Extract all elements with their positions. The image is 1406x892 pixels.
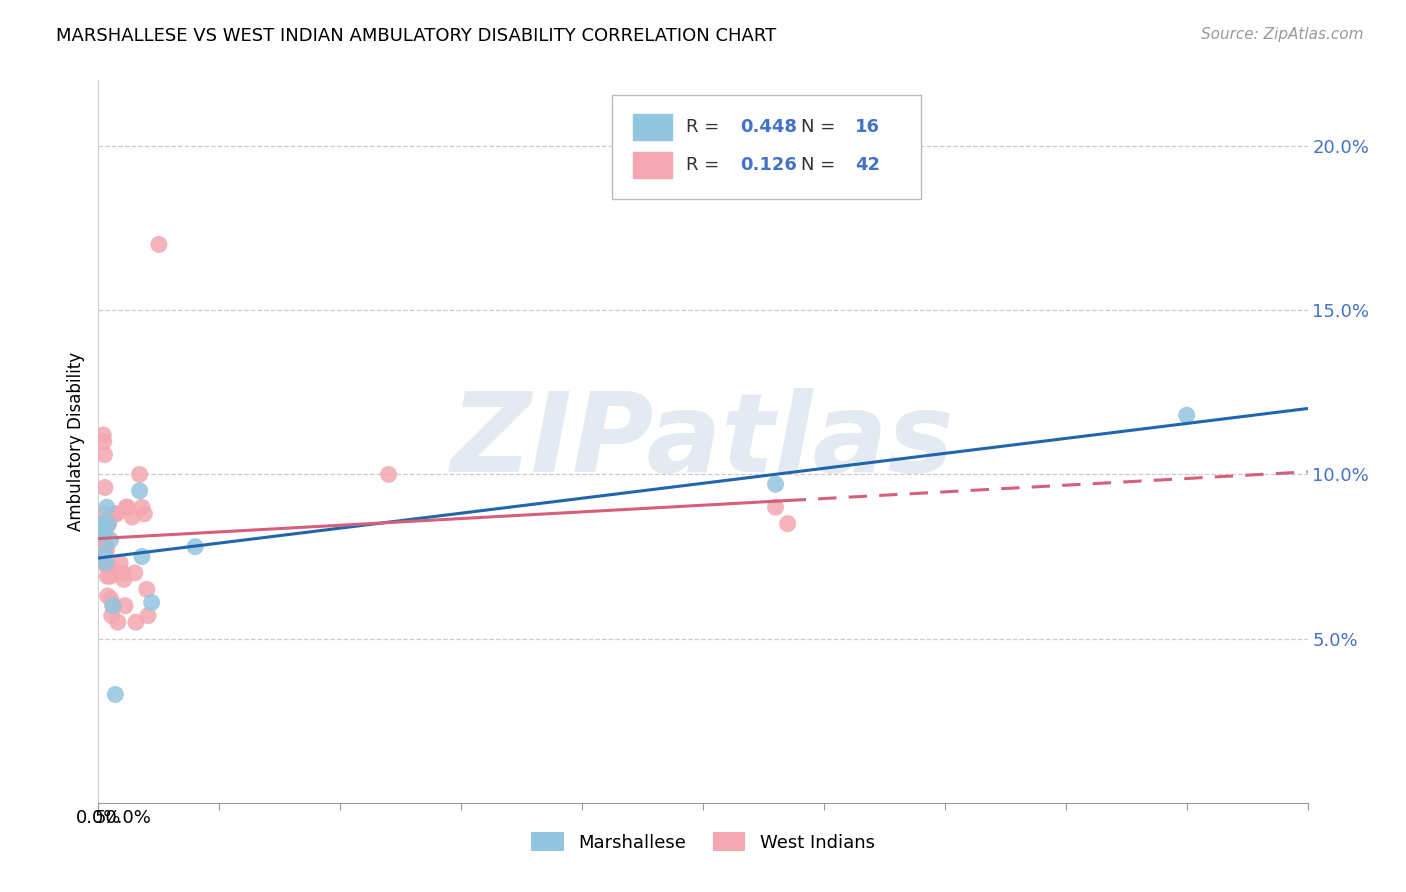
Point <box>91 428 114 442</box>
Point <box>135 582 157 597</box>
Point <box>98 559 121 574</box>
Point <box>100 533 122 547</box>
Point <box>90 533 112 547</box>
Point <box>765 477 787 491</box>
Text: MARSHALLESE VS WEST INDIAN AMBULATORY DISABILITY CORRELATION CHART: MARSHALLESE VS WEST INDIAN AMBULATORY DI… <box>56 27 776 45</box>
Point <box>107 615 129 630</box>
Point <box>101 599 124 613</box>
Point <box>117 500 139 515</box>
Point <box>96 500 118 515</box>
Text: 16: 16 <box>855 119 880 136</box>
Point <box>128 483 150 498</box>
Bar <box>633 114 672 140</box>
Point <box>100 608 122 623</box>
Point <box>96 542 118 557</box>
Point <box>97 589 120 603</box>
Point <box>100 569 122 583</box>
Text: N =: N = <box>801 119 841 136</box>
Point <box>112 573 135 587</box>
Point <box>111 566 134 580</box>
Point <box>377 467 399 482</box>
Point <box>91 523 114 537</box>
Legend: Marshallese, West Indians: Marshallese, West Indians <box>524 825 882 859</box>
Text: 42: 42 <box>855 156 880 174</box>
Point <box>91 516 114 531</box>
Text: R =: R = <box>686 119 725 136</box>
FancyBboxPatch shape <box>613 95 921 200</box>
Point <box>125 615 148 630</box>
Point <box>124 566 146 580</box>
Point <box>96 559 118 574</box>
Point <box>90 526 112 541</box>
Point <box>131 500 153 515</box>
Point <box>128 467 150 482</box>
Point <box>148 237 170 252</box>
Point <box>114 599 136 613</box>
Point <box>91 549 114 564</box>
Point <box>121 510 143 524</box>
Point <box>101 599 124 613</box>
Point <box>141 595 163 609</box>
Point <box>94 481 117 495</box>
Point <box>776 516 799 531</box>
Point <box>94 507 117 521</box>
Point <box>96 540 118 554</box>
Text: ZIPatlas: ZIPatlas <box>451 388 955 495</box>
Text: 0.126: 0.126 <box>741 156 797 174</box>
Point <box>96 569 118 583</box>
Point <box>765 500 787 515</box>
Text: R =: R = <box>686 156 725 174</box>
Point <box>94 523 117 537</box>
Point <box>97 516 120 531</box>
Point <box>93 448 115 462</box>
Text: Source: ZipAtlas.com: Source: ZipAtlas.com <box>1201 27 1364 42</box>
Point <box>94 556 117 570</box>
Point <box>97 516 120 531</box>
Bar <box>633 152 672 178</box>
Point <box>136 608 159 623</box>
Text: N =: N = <box>801 156 841 174</box>
Text: 0.448: 0.448 <box>741 119 797 136</box>
Point <box>131 549 153 564</box>
Text: 50.0%: 50.0% <box>94 808 150 827</box>
Point <box>93 434 115 449</box>
Point <box>1175 409 1198 423</box>
Point <box>108 556 131 570</box>
Point <box>104 507 127 521</box>
Point <box>90 526 112 541</box>
Point <box>115 500 138 515</box>
Point <box>184 540 207 554</box>
Text: 0.0%: 0.0% <box>76 808 121 827</box>
Point <box>104 687 127 701</box>
Point <box>100 592 122 607</box>
Point <box>93 546 115 560</box>
Point <box>134 507 156 521</box>
Point <box>97 516 120 531</box>
Point <box>105 507 128 521</box>
Y-axis label: Ambulatory Disability: Ambulatory Disability <box>66 352 84 531</box>
